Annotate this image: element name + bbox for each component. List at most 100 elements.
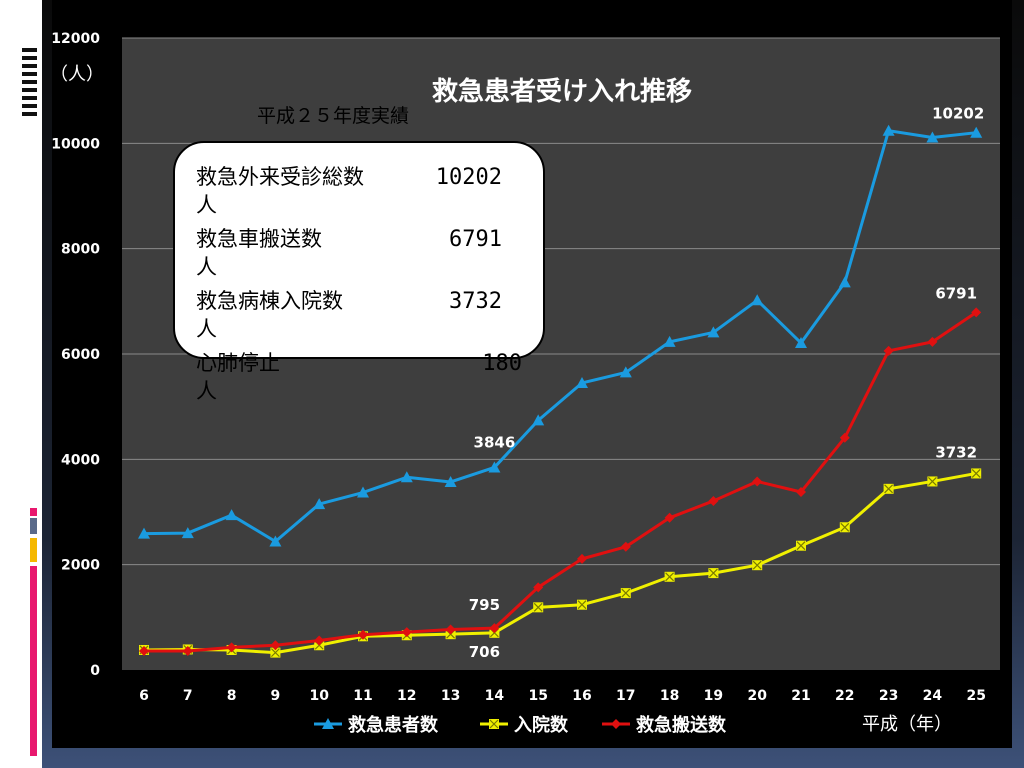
x-tick-label: 13 — [441, 688, 460, 704]
legend-item: 救急搬送数 — [602, 714, 727, 736]
x-tick-label: 14 — [485, 688, 505, 704]
x-tick-label: 6 — [139, 688, 149, 704]
x-tick-label: 7 — [183, 688, 193, 704]
y-tick-label: 10000 — [52, 136, 100, 152]
info-row-unit: 人 — [196, 255, 217, 279]
data-point — [883, 483, 894, 494]
data-point — [138, 527, 150, 539]
chart-subtitle: 平成２５年度実績 — [257, 105, 409, 127]
data-label: 706 — [469, 643, 500, 661]
data-point — [796, 486, 806, 497]
data-point — [664, 512, 675, 523]
data-point — [533, 582, 544, 593]
series-line — [143, 471, 977, 655]
x-tick-label: 15 — [528, 688, 547, 704]
series-1 — [138, 124, 983, 547]
data-point — [795, 336, 807, 348]
data-point — [707, 326, 720, 338]
y-tick-label: 12000 — [52, 31, 100, 47]
data-point — [444, 475, 457, 487]
legend: 救急患者数 入院数 救急搬送数 — [314, 714, 727, 736]
data-point — [664, 571, 675, 582]
info-row-value: 3732 — [449, 289, 502, 314]
legend-label: 救急患者数 — [348, 714, 439, 736]
x-tick-label: 20 — [747, 688, 767, 704]
legend-item: 救急患者数 — [314, 714, 439, 736]
data-point — [611, 719, 621, 729]
series-line — [143, 129, 977, 543]
chart-panel: 0 2000 4000 6000 8000 10000 12000 6 7 8 9 10 11 12 13… — [52, 0, 1012, 748]
legend-label: 救急搬送数 — [636, 714, 727, 736]
data-point — [752, 476, 763, 487]
data-point — [971, 307, 982, 318]
data-point — [358, 629, 368, 640]
chart: 0 2000 4000 6000 8000 10000 12000 6 7 8 9 10 11 12 13… — [52, 31, 1000, 736]
info-row-value: 6791 — [449, 227, 502, 252]
data-point — [882, 124, 895, 136]
y-tick-label: 4000 — [61, 452, 100, 468]
data-point — [225, 509, 238, 521]
x-tick-label: 9 — [271, 688, 281, 704]
data-point — [577, 553, 587, 564]
y-tick-label: 6000 — [61, 347, 100, 363]
y-tick-label: 8000 — [61, 242, 100, 258]
data-point — [400, 471, 413, 483]
chart-title: 救急患者受け入れ推移 — [432, 76, 692, 107]
data-point — [971, 468, 982, 479]
data-point — [708, 495, 719, 506]
x-tick-label: 12 — [397, 688, 416, 704]
data-point — [139, 646, 149, 657]
data-point — [401, 627, 412, 638]
data-point — [489, 623, 500, 634]
info-row-label: 救急車搬送数 — [196, 227, 322, 251]
data-point — [708, 568, 719, 579]
series-3 — [139, 307, 982, 657]
y-tick-label: 2000 — [61, 558, 100, 574]
info-row-unit: 人 — [196, 193, 217, 217]
data-label: 3846 — [474, 433, 516, 451]
data-point — [488, 461, 501, 473]
data-point — [577, 599, 587, 610]
data-point — [839, 522, 850, 533]
data-point — [751, 294, 764, 306]
data-point — [270, 647, 281, 658]
x-tick-label: 24 — [923, 688, 943, 704]
data-label: 6791 — [935, 284, 977, 302]
data-label: 3732 — [935, 443, 977, 461]
info-row-label: 心肺停止 — [196, 351, 280, 375]
data-point — [838, 276, 851, 288]
x-tick-label: 16 — [572, 688, 591, 704]
info-row-value: 180 — [482, 351, 522, 376]
data-point — [445, 624, 456, 635]
x-tick-label: 18 — [660, 688, 679, 704]
data-point — [883, 345, 894, 356]
data-point — [532, 414, 545, 426]
info-row-label: 救急病棟入院数 — [196, 289, 343, 313]
data-point — [226, 642, 237, 653]
y-axis-label: （人） — [52, 64, 104, 85]
data-label: 795 — [469, 596, 500, 614]
info-row-value: 10202 — [436, 165, 502, 190]
data-point — [970, 126, 983, 138]
data-label: 10202 — [932, 105, 984, 123]
data-point — [576, 376, 588, 388]
data-point — [314, 635, 325, 646]
x-tick-label: 10 — [309, 688, 329, 704]
y-tick-label: 0 — [90, 663, 100, 679]
data-point — [619, 366, 632, 378]
x-tick-label: 11 — [353, 688, 372, 704]
x-axis-label: 平成（年） — [862, 714, 952, 735]
data-point — [839, 432, 850, 443]
data-point — [752, 560, 763, 571]
data-point — [927, 476, 938, 487]
info-row-unit: 人 — [196, 379, 217, 403]
data-point — [181, 527, 194, 539]
data-point — [926, 131, 939, 143]
data-point — [182, 646, 193, 657]
data-point — [489, 719, 499, 729]
data-point — [663, 335, 676, 347]
data-point — [322, 718, 334, 729]
data-point — [313, 498, 326, 510]
legend-label: 入院数 — [514, 714, 569, 736]
